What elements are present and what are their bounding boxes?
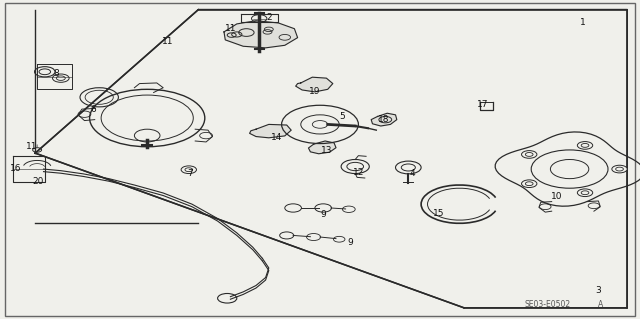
Text: 11: 11 bbox=[26, 142, 38, 151]
Text: SE03-E0502: SE03-E0502 bbox=[525, 300, 571, 309]
Text: 18: 18 bbox=[378, 115, 390, 124]
Text: 4: 4 bbox=[410, 169, 415, 178]
Text: 5: 5 bbox=[340, 112, 345, 121]
Text: 10: 10 bbox=[551, 192, 563, 201]
Text: 11: 11 bbox=[225, 24, 236, 33]
Circle shape bbox=[522, 151, 537, 158]
Text: 13: 13 bbox=[321, 146, 332, 155]
Polygon shape bbox=[224, 21, 298, 48]
Polygon shape bbox=[308, 141, 336, 154]
Circle shape bbox=[577, 142, 593, 149]
Text: 7: 7 bbox=[188, 169, 193, 178]
Text: A: A bbox=[598, 300, 604, 309]
Polygon shape bbox=[250, 124, 291, 138]
Text: 3: 3 bbox=[596, 286, 601, 295]
Polygon shape bbox=[371, 113, 397, 126]
Circle shape bbox=[522, 180, 537, 188]
Circle shape bbox=[577, 189, 593, 197]
Text: 15: 15 bbox=[433, 209, 444, 218]
Text: 19: 19 bbox=[309, 87, 321, 96]
Circle shape bbox=[612, 165, 627, 173]
Text: 12: 12 bbox=[353, 168, 364, 177]
Text: 17: 17 bbox=[477, 100, 489, 109]
Text: 6: 6 bbox=[90, 105, 95, 114]
Text: 1: 1 bbox=[580, 18, 585, 27]
Text: 9: 9 bbox=[321, 210, 326, 219]
Polygon shape bbox=[296, 77, 333, 92]
Text: 2: 2 bbox=[266, 13, 271, 22]
Text: 20: 20 bbox=[33, 177, 44, 186]
Text: 14: 14 bbox=[271, 133, 282, 142]
Text: 11: 11 bbox=[162, 37, 173, 46]
Text: 8: 8 bbox=[54, 69, 59, 78]
Text: 16: 16 bbox=[10, 164, 22, 173]
Text: 9: 9 bbox=[348, 238, 353, 247]
